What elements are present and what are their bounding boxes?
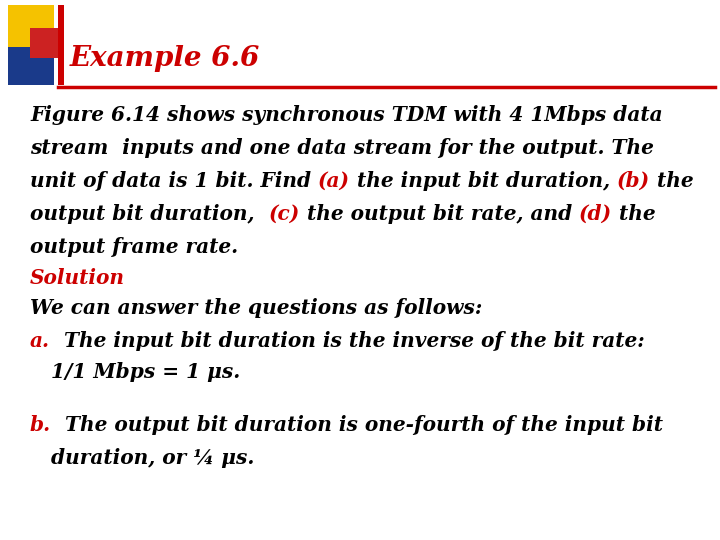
Text: output bit duration,: output bit duration, — [30, 204, 269, 224]
Text: (a): (a) — [318, 171, 350, 191]
Text: a.: a. — [30, 331, 50, 351]
Text: the input bit duration,: the input bit duration, — [350, 171, 617, 191]
Bar — [8, 47, 54, 85]
Text: The input bit duration is the inverse of the bit rate:: The input bit duration is the inverse of… — [50, 331, 644, 351]
Text: unit of data is 1 bit. Find: unit of data is 1 bit. Find — [30, 171, 318, 191]
Text: the: the — [650, 171, 694, 191]
Text: the: the — [612, 204, 656, 224]
Bar — [58, 5, 64, 85]
Text: (c): (c) — [269, 204, 300, 224]
Bar — [30, 28, 58, 58]
Text: output frame rate.: output frame rate. — [30, 237, 238, 257]
Text: stream  inputs and one data stream for the output. The: stream inputs and one data stream for th… — [30, 138, 654, 158]
Text: Solution: Solution — [30, 268, 125, 288]
Text: (d): (d) — [579, 204, 612, 224]
Text: (b): (b) — [617, 171, 650, 191]
Text: We can answer the questions as follows:: We can answer the questions as follows: — [30, 298, 482, 318]
Text: b.: b. — [30, 415, 51, 435]
Bar — [8, 5, 54, 47]
Text: 1/1 Mbps = 1 μs.: 1/1 Mbps = 1 μs. — [30, 362, 240, 382]
Text: the output bit rate, and: the output bit rate, and — [300, 204, 579, 224]
Text: The output bit duration is one-fourth of the input bit: The output bit duration is one-fourth of… — [51, 415, 663, 435]
Text: duration, or ¼ μs.: duration, or ¼ μs. — [30, 448, 254, 468]
Text: Example 6.6: Example 6.6 — [70, 45, 260, 72]
Text: Figure 6.14 shows synchronous TDM with 4 1Mbps data: Figure 6.14 shows synchronous TDM with 4… — [30, 105, 662, 125]
